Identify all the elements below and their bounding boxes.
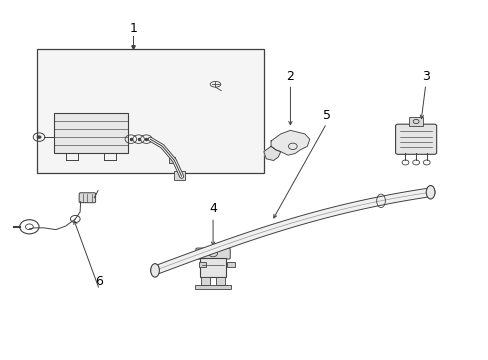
Bar [37,49,264,173]
FancyBboxPatch shape [79,193,95,203]
Bar [200,258,226,278]
Circle shape [37,135,41,139]
Bar [195,284,231,289]
Bar [168,157,175,163]
Bar [174,171,184,180]
Text: 5: 5 [322,108,330,122]
Text: 2: 2 [286,69,294,82]
Ellipse shape [426,185,434,199]
Bar [216,278,224,285]
Text: 4: 4 [209,202,217,215]
Text: 1: 1 [129,22,137,35]
FancyBboxPatch shape [395,124,436,154]
Text: 6: 6 [95,275,103,288]
Bar [408,117,423,126]
Polygon shape [264,146,280,161]
Bar [201,278,210,285]
FancyBboxPatch shape [199,261,205,267]
FancyBboxPatch shape [53,113,128,153]
Polygon shape [270,130,309,155]
FancyBboxPatch shape [227,261,234,267]
Ellipse shape [150,264,159,277]
FancyBboxPatch shape [196,248,230,259]
Text: 3: 3 [421,69,429,82]
